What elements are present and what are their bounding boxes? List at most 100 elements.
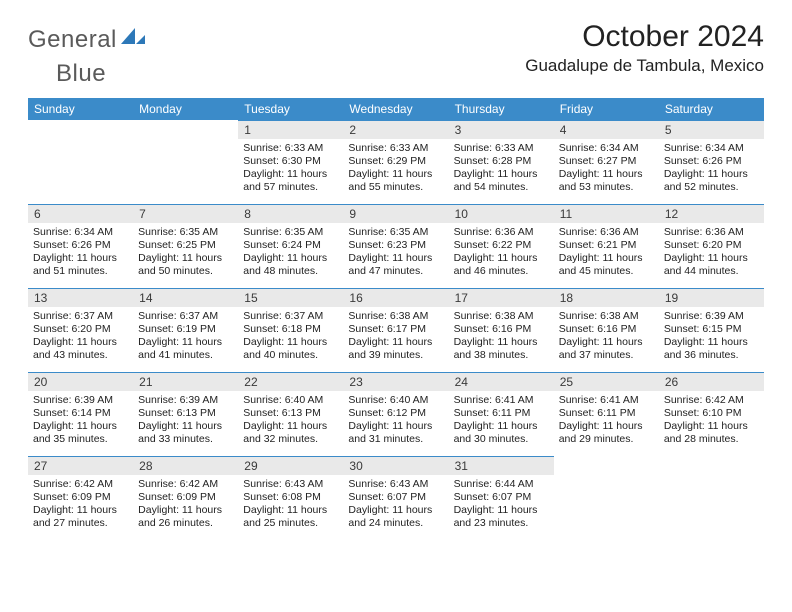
daylight-line: Daylight: 11 hours and 45 minutes. bbox=[559, 252, 654, 278]
sunset-line: Sunset: 6:18 PM bbox=[243, 323, 338, 336]
sunrise-line: Sunrise: 6:43 AM bbox=[243, 478, 338, 491]
day-body: Sunrise: 6:33 AMSunset: 6:30 PMDaylight:… bbox=[238, 139, 343, 201]
day-number: 23 bbox=[343, 372, 448, 391]
sunrise-line: Sunrise: 6:38 AM bbox=[559, 310, 654, 323]
week-row: 20Sunrise: 6:39 AMSunset: 6:14 PMDayligh… bbox=[28, 372, 764, 456]
day-number: 8 bbox=[238, 204, 343, 223]
month-title: October 2024 bbox=[525, 20, 764, 54]
day-body: Sunrise: 6:36 AMSunset: 6:21 PMDaylight:… bbox=[554, 223, 659, 285]
sunrise-line: Sunrise: 6:35 AM bbox=[348, 226, 443, 239]
day-body: Sunrise: 6:34 AMSunset: 6:26 PMDaylight:… bbox=[28, 223, 133, 285]
day-cell: 30Sunrise: 6:43 AMSunset: 6:07 PMDayligh… bbox=[343, 456, 448, 540]
day-body: Sunrise: 6:39 AMSunset: 6:15 PMDaylight:… bbox=[659, 307, 764, 369]
logo: General bbox=[28, 26, 149, 54]
sunrise-line: Sunrise: 6:40 AM bbox=[348, 394, 443, 407]
day-number bbox=[659, 456, 764, 475]
daylight-line: Daylight: 11 hours and 44 minutes. bbox=[664, 252, 759, 278]
week-row: 6Sunrise: 6:34 AMSunset: 6:26 PMDaylight… bbox=[28, 204, 764, 288]
day-body: Sunrise: 6:37 AMSunset: 6:18 PMDaylight:… bbox=[238, 307, 343, 369]
daylight-line: Daylight: 11 hours and 48 minutes. bbox=[243, 252, 338, 278]
sunrise-line: Sunrise: 6:34 AM bbox=[664, 142, 759, 155]
week-row: 13Sunrise: 6:37 AMSunset: 6:20 PMDayligh… bbox=[28, 288, 764, 372]
day-body: Sunrise: 6:38 AMSunset: 6:17 PMDaylight:… bbox=[343, 307, 448, 369]
day-number: 19 bbox=[659, 288, 764, 307]
daylight-line: Daylight: 11 hours and 29 minutes. bbox=[559, 420, 654, 446]
day-cell: 24Sunrise: 6:41 AMSunset: 6:11 PMDayligh… bbox=[449, 372, 554, 456]
day-number: 13 bbox=[28, 288, 133, 307]
daylight-line: Daylight: 11 hours and 54 minutes. bbox=[454, 168, 549, 194]
week-row: 27Sunrise: 6:42 AMSunset: 6:09 PMDayligh… bbox=[28, 456, 764, 540]
dow-monday: Monday bbox=[133, 98, 238, 120]
sunrise-line: Sunrise: 6:34 AM bbox=[33, 226, 128, 239]
day-number bbox=[133, 120, 238, 139]
day-body: Sunrise: 6:42 AMSunset: 6:09 PMDaylight:… bbox=[133, 475, 238, 537]
sunset-line: Sunset: 6:27 PM bbox=[559, 155, 654, 168]
day-number: 6 bbox=[28, 204, 133, 223]
day-number: 12 bbox=[659, 204, 764, 223]
day-body: Sunrise: 6:40 AMSunset: 6:13 PMDaylight:… bbox=[238, 391, 343, 453]
daylight-line: Daylight: 11 hours and 43 minutes. bbox=[33, 336, 128, 362]
day-cell: 2Sunrise: 6:33 AMSunset: 6:29 PMDaylight… bbox=[343, 120, 448, 204]
daylight-line: Daylight: 11 hours and 55 minutes. bbox=[348, 168, 443, 194]
day-number: 14 bbox=[133, 288, 238, 307]
daylight-line: Daylight: 11 hours and 28 minutes. bbox=[664, 420, 759, 446]
day-cell: 15Sunrise: 6:37 AMSunset: 6:18 PMDayligh… bbox=[238, 288, 343, 372]
dow-thursday: Thursday bbox=[449, 98, 554, 120]
day-body: Sunrise: 6:42 AMSunset: 6:10 PMDaylight:… bbox=[659, 391, 764, 453]
sunset-line: Sunset: 6:29 PM bbox=[348, 155, 443, 168]
day-cell: 8Sunrise: 6:35 AMSunset: 6:24 PMDaylight… bbox=[238, 204, 343, 288]
daylight-line: Daylight: 11 hours and 51 minutes. bbox=[33, 252, 128, 278]
sunrise-line: Sunrise: 6:37 AM bbox=[138, 310, 233, 323]
day-body: Sunrise: 6:37 AMSunset: 6:19 PMDaylight:… bbox=[133, 307, 238, 369]
sunrise-line: Sunrise: 6:33 AM bbox=[243, 142, 338, 155]
day-number: 26 bbox=[659, 372, 764, 391]
sunset-line: Sunset: 6:09 PM bbox=[138, 491, 233, 504]
sunrise-line: Sunrise: 6:39 AM bbox=[138, 394, 233, 407]
sunrise-line: Sunrise: 6:42 AM bbox=[33, 478, 128, 491]
day-cell bbox=[554, 456, 659, 540]
day-number: 30 bbox=[343, 456, 448, 475]
day-body: Sunrise: 6:35 AMSunset: 6:25 PMDaylight:… bbox=[133, 223, 238, 285]
day-number: 17 bbox=[449, 288, 554, 307]
day-cell: 13Sunrise: 6:37 AMSunset: 6:20 PMDayligh… bbox=[28, 288, 133, 372]
sunset-line: Sunset: 6:28 PM bbox=[454, 155, 549, 168]
day-cell: 21Sunrise: 6:39 AMSunset: 6:13 PMDayligh… bbox=[133, 372, 238, 456]
day-cell: 18Sunrise: 6:38 AMSunset: 6:16 PMDayligh… bbox=[554, 288, 659, 372]
day-number: 28 bbox=[133, 456, 238, 475]
week-row: 1Sunrise: 6:33 AMSunset: 6:30 PMDaylight… bbox=[28, 120, 764, 204]
logo-text-a: General bbox=[28, 26, 117, 54]
sunset-line: Sunset: 6:22 PM bbox=[454, 239, 549, 252]
day-body: Sunrise: 6:36 AMSunset: 6:20 PMDaylight:… bbox=[659, 223, 764, 285]
daylight-line: Daylight: 11 hours and 30 minutes. bbox=[454, 420, 549, 446]
day-cell: 14Sunrise: 6:37 AMSunset: 6:19 PMDayligh… bbox=[133, 288, 238, 372]
day-number: 22 bbox=[238, 372, 343, 391]
sunrise-line: Sunrise: 6:44 AM bbox=[454, 478, 549, 491]
sunset-line: Sunset: 6:16 PM bbox=[454, 323, 549, 336]
day-number: 25 bbox=[554, 372, 659, 391]
sunrise-line: Sunrise: 6:41 AM bbox=[454, 394, 549, 407]
day-cell: 25Sunrise: 6:41 AMSunset: 6:11 PMDayligh… bbox=[554, 372, 659, 456]
sunrise-line: Sunrise: 6:37 AM bbox=[243, 310, 338, 323]
day-body: Sunrise: 6:35 AMSunset: 6:24 PMDaylight:… bbox=[238, 223, 343, 285]
day-cell: 11Sunrise: 6:36 AMSunset: 6:21 PMDayligh… bbox=[554, 204, 659, 288]
day-number bbox=[28, 120, 133, 139]
day-cell: 3Sunrise: 6:33 AMSunset: 6:28 PMDaylight… bbox=[449, 120, 554, 204]
day-body: Sunrise: 6:41 AMSunset: 6:11 PMDaylight:… bbox=[554, 391, 659, 453]
day-number: 3 bbox=[449, 120, 554, 139]
sunrise-line: Sunrise: 6:42 AM bbox=[138, 478, 233, 491]
day-number: 11 bbox=[554, 204, 659, 223]
sunset-line: Sunset: 6:30 PM bbox=[243, 155, 338, 168]
day-cell: 7Sunrise: 6:35 AMSunset: 6:25 PMDaylight… bbox=[133, 204, 238, 288]
day-body: Sunrise: 6:39 AMSunset: 6:13 PMDaylight:… bbox=[133, 391, 238, 453]
day-cell: 20Sunrise: 6:39 AMSunset: 6:14 PMDayligh… bbox=[28, 372, 133, 456]
daylight-line: Daylight: 11 hours and 26 minutes. bbox=[138, 504, 233, 530]
weeks-container: 1Sunrise: 6:33 AMSunset: 6:30 PMDaylight… bbox=[28, 120, 764, 540]
sunrise-line: Sunrise: 6:40 AM bbox=[243, 394, 338, 407]
dow-sunday: Sunday bbox=[28, 98, 133, 120]
day-body: Sunrise: 6:38 AMSunset: 6:16 PMDaylight:… bbox=[554, 307, 659, 369]
day-body: Sunrise: 6:41 AMSunset: 6:11 PMDaylight:… bbox=[449, 391, 554, 453]
day-cell: 19Sunrise: 6:39 AMSunset: 6:15 PMDayligh… bbox=[659, 288, 764, 372]
day-cell: 31Sunrise: 6:44 AMSunset: 6:07 PMDayligh… bbox=[449, 456, 554, 540]
sunset-line: Sunset: 6:13 PM bbox=[243, 407, 338, 420]
day-number: 31 bbox=[449, 456, 554, 475]
